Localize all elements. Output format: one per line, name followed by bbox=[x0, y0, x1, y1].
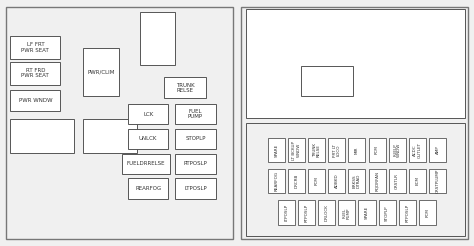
Bar bbox=[328, 169, 345, 193]
Bar bbox=[348, 169, 365, 193]
Bar bbox=[308, 138, 325, 162]
Bar bbox=[368, 138, 385, 162]
Bar bbox=[399, 200, 416, 225]
Text: MIR: MIR bbox=[355, 146, 359, 154]
Bar bbox=[246, 123, 465, 236]
Text: LF FRT
PWR SEAT: LF FRT PWR SEAT bbox=[21, 42, 49, 53]
Text: REARFOG: REARFOG bbox=[274, 171, 278, 191]
Text: PCM: PCM bbox=[315, 176, 319, 185]
Text: RTPOSLP: RTPOSLP bbox=[183, 161, 208, 166]
Bar bbox=[10, 90, 60, 111]
Text: ACDC
OUTLET: ACDC OUTLET bbox=[413, 142, 421, 158]
Text: UNLCK: UNLCK bbox=[139, 136, 157, 141]
Bar bbox=[140, 12, 175, 65]
Bar bbox=[338, 200, 356, 225]
Text: STOPLP: STOPLP bbox=[185, 136, 206, 141]
Bar bbox=[268, 138, 285, 162]
Text: DRCRB: DRCRB bbox=[294, 174, 299, 188]
Bar bbox=[409, 138, 426, 162]
Bar bbox=[429, 169, 446, 193]
Text: AMP: AMP bbox=[436, 146, 439, 154]
Text: RQDRFAN: RQDRFAN bbox=[375, 171, 379, 191]
Text: FUELP
WNDW: FUELP WNDW bbox=[393, 143, 401, 157]
Text: PCM: PCM bbox=[375, 146, 379, 154]
Text: RTPOSLP: RTPOSLP bbox=[405, 204, 409, 222]
Text: RT FRD
PWR SEAT: RT FRD PWR SEAT bbox=[21, 68, 49, 78]
Text: FUELDRRELSE: FUELDRRELSE bbox=[127, 161, 165, 166]
Bar bbox=[10, 119, 74, 153]
Text: CRSTPLUMP: CRSTPLUMP bbox=[436, 169, 439, 193]
Text: PRT LT
LOCO: PRT LT LOCO bbox=[333, 144, 341, 156]
Text: LT BCKUP
WNDW: LT BCKUP WNDW bbox=[292, 140, 301, 160]
Bar bbox=[241, 7, 468, 239]
Bar bbox=[164, 77, 206, 98]
Text: RTPOSLP: RTPOSLP bbox=[305, 204, 309, 222]
Text: CRSTLR: CRSTLR bbox=[395, 173, 399, 189]
Bar bbox=[429, 138, 446, 162]
Bar bbox=[379, 200, 396, 225]
Bar bbox=[288, 138, 305, 162]
Bar bbox=[10, 36, 60, 59]
Bar bbox=[175, 154, 216, 174]
Text: BRKSS
DTRAD: BRKSS DTRAD bbox=[353, 174, 361, 188]
Text: FUEL
PUMP: FUEL PUMP bbox=[188, 109, 203, 119]
Bar bbox=[409, 169, 426, 193]
Text: PWR/CLIM: PWR/CLIM bbox=[87, 69, 114, 75]
Bar bbox=[301, 66, 353, 96]
Bar bbox=[419, 200, 436, 225]
Bar bbox=[298, 200, 315, 225]
Bar bbox=[389, 169, 406, 193]
Text: TRUNK
RELSE: TRUNK RELSE bbox=[175, 83, 194, 93]
Bar bbox=[288, 169, 305, 193]
Text: SPARE: SPARE bbox=[274, 143, 278, 157]
Bar bbox=[348, 138, 365, 162]
Text: LCK: LCK bbox=[143, 112, 153, 117]
Bar bbox=[175, 178, 216, 199]
Bar bbox=[368, 169, 385, 193]
Bar bbox=[389, 138, 406, 162]
Bar bbox=[83, 48, 118, 96]
Bar bbox=[358, 200, 375, 225]
Text: TRUNK
RELSE: TRUNK RELSE bbox=[313, 143, 320, 157]
Bar bbox=[122, 154, 170, 174]
Text: FUEL
PUMP: FUEL PUMP bbox=[343, 207, 351, 218]
Bar bbox=[268, 169, 285, 193]
Text: SPARE: SPARE bbox=[365, 206, 369, 219]
Text: DRLOCK: DRLOCK bbox=[325, 204, 328, 221]
Bar bbox=[278, 200, 295, 225]
Bar bbox=[246, 9, 465, 118]
Text: LTPOSLP: LTPOSLP bbox=[284, 204, 288, 221]
Bar bbox=[318, 200, 335, 225]
Text: ECM: ECM bbox=[415, 176, 419, 185]
Bar bbox=[328, 138, 345, 162]
Text: REARFOG: REARFOG bbox=[135, 186, 161, 191]
Bar bbox=[128, 104, 168, 124]
Text: LTPOSLP: LTPOSLP bbox=[184, 186, 207, 191]
Bar bbox=[175, 129, 216, 149]
Text: PCM: PCM bbox=[426, 208, 429, 217]
Text: STOPLP: STOPLP bbox=[385, 205, 389, 221]
Bar bbox=[83, 119, 137, 153]
Text: ADBKD: ADBKD bbox=[335, 173, 339, 188]
Bar bbox=[6, 7, 233, 239]
Bar bbox=[128, 178, 168, 199]
Text: PWR WNDW: PWR WNDW bbox=[18, 98, 52, 103]
Bar bbox=[128, 129, 168, 149]
Bar bbox=[175, 104, 216, 124]
Bar bbox=[308, 169, 325, 193]
Bar bbox=[10, 62, 60, 85]
